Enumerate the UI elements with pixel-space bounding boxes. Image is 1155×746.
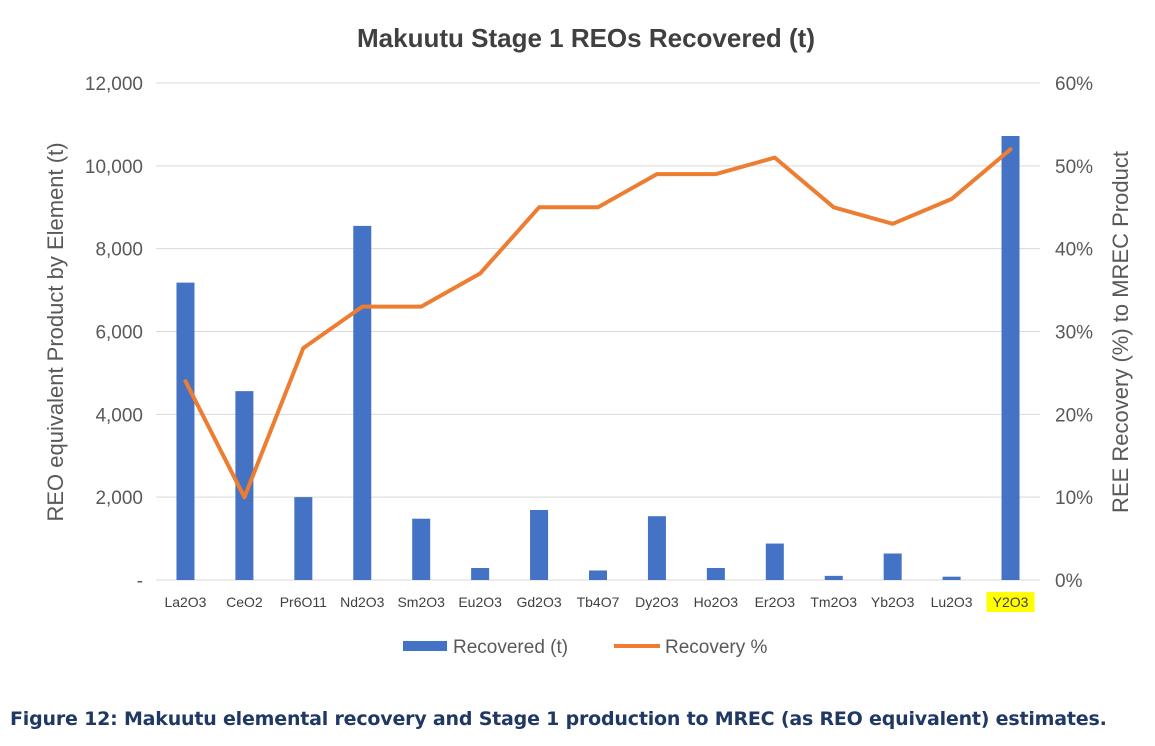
bar-Pr6O11 (294, 497, 313, 580)
line-point-Er2O3 (773, 156, 777, 160)
right-tick-label: 0% (1055, 571, 1083, 592)
line-point-Lu2O3 (950, 197, 954, 201)
line-point-La2O3 (183, 379, 187, 383)
bar-Sm2O3 (412, 518, 431, 580)
bar-Y2O3 (1001, 136, 1020, 580)
bar-Yb2O3 (883, 553, 902, 580)
bar-Tm2O3 (824, 575, 843, 580)
category-label: Er2O3 (755, 594, 796, 610)
left-tick-label: 10,000 (85, 157, 143, 178)
left-tick-label: 12,000 (85, 74, 143, 95)
bar-Er2O3 (765, 543, 784, 580)
category-label: CeO2 (226, 594, 263, 610)
line-point-Dy2O3 (655, 172, 659, 176)
line-point-Tb4O7 (596, 205, 600, 209)
line-point-Y2O3 (1009, 147, 1013, 151)
left-tick-label: 6,000 (95, 323, 143, 344)
right-tick-label: 10% (1055, 488, 1093, 509)
legend: Recovered (t) Recovery % (403, 637, 768, 658)
left-axis-title: REO equivalent Product by Element (t) (43, 142, 68, 521)
right-tick-label: 60% (1055, 74, 1093, 95)
gridlines (156, 82, 1040, 581)
category-highlight (986, 592, 1035, 612)
line-point-Pr6O11 (301, 346, 305, 350)
figure-caption: Figure 12: Makuutu elemental recovery an… (10, 708, 1107, 730)
line-point-Nd2O3 (360, 305, 364, 309)
line-series (183, 147, 1013, 500)
chart-title: Makuutu Stage 1 REOs Recovered (t) (357, 23, 815, 53)
category-label: Gd2O3 (516, 594, 561, 610)
left-tick-label: 8,000 (95, 240, 143, 261)
bar-Eu2O3 (471, 567, 490, 580)
right-tick-label: 40% (1055, 240, 1093, 261)
category-label: Tm2O3 (810, 594, 857, 610)
combo-chart: Makuutu Stage 1 REOs Recovered (t) - 2,00… (43, 23, 1133, 658)
bar-Tb4O7 (589, 570, 607, 580)
category-label: Nd2O3 (340, 594, 385, 610)
left-tick-label: 2,000 (95, 488, 143, 509)
line-point-Tm2O3 (832, 205, 836, 209)
right-tick-label: 20% (1055, 405, 1093, 426)
left-axis-ticks: - 2,000 4,000 6,000 8,000 10,000 12,000 (85, 74, 143, 592)
category-label: Y2O3 (993, 594, 1029, 610)
right-axis-ticks: 0% 10% 20% 30% 40% 50% 60% (1055, 74, 1093, 592)
line-point-Gd2O3 (537, 205, 541, 209)
legend-label-recovery-pct: Recovery % (665, 637, 768, 658)
category-label: Yb2O3 (871, 594, 915, 610)
legend-label-recovered: Recovered (t) (453, 637, 568, 658)
left-tick-label: - (137, 571, 143, 592)
category-label: Sm2O3 (397, 594, 445, 610)
category-label: La2O3 (164, 594, 206, 610)
category-label: Eu2O3 (458, 594, 502, 610)
category-label: Dy2O3 (635, 594, 679, 610)
right-tick-label: 50% (1055, 157, 1093, 178)
bar-series (176, 136, 1020, 580)
line-point-Eu2O3 (478, 272, 482, 276)
bar-CeO2 (235, 391, 254, 580)
line-point-Sm2O3 (419, 305, 423, 309)
bar-La2O3 (176, 282, 195, 580)
bar-Nd2O3 (353, 225, 372, 580)
category-label: Ho2O3 (694, 594, 739, 610)
line-point-Yb2O3 (891, 222, 895, 226)
category-label: Tb4O7 (577, 594, 620, 610)
bar-Dy2O3 (647, 516, 666, 580)
category-labels: La2O3 CeO2 Pr6O11 Nd2O3 Sm2O3 Eu2O3 Gd2O3 Tb4O7… (164, 592, 1035, 612)
bar-Gd2O3 (530, 510, 549, 580)
bar-Ho2O3 (706, 567, 725, 580)
legend-swatch-recovered (403, 641, 447, 651)
line-point-CeO2 (242, 495, 246, 499)
category-label: Lu2O3 (931, 594, 973, 610)
right-axis-title: REE Recovery (%) to MREC Product (1108, 151, 1133, 513)
right-tick-label: 30% (1055, 323, 1093, 344)
line-point-Ho2O3 (714, 172, 718, 176)
category-label: Pr6O11 (280, 594, 327, 610)
bar-Lu2O3 (942, 576, 961, 580)
recovery-line (183, 147, 1013, 500)
left-tick-label: 4,000 (95, 405, 143, 426)
